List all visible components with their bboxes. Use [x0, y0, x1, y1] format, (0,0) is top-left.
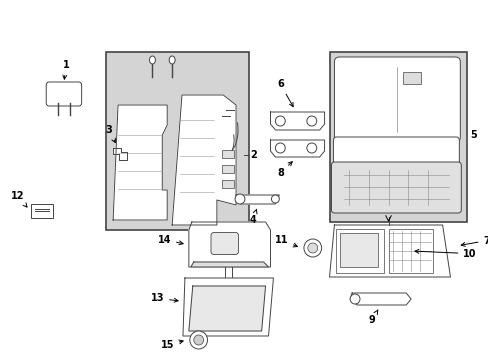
Text: 3: 3 [105, 125, 115, 143]
Polygon shape [113, 148, 126, 160]
Circle shape [275, 143, 285, 153]
Circle shape [271, 195, 279, 203]
Circle shape [275, 116, 285, 126]
FancyBboxPatch shape [46, 82, 81, 106]
Text: 9: 9 [367, 310, 377, 325]
Text: 13: 13 [150, 293, 178, 303]
Polygon shape [188, 286, 265, 331]
Text: 10: 10 [414, 249, 476, 258]
FancyBboxPatch shape [334, 57, 459, 142]
Circle shape [189, 331, 207, 349]
Polygon shape [349, 293, 410, 305]
Bar [222, 150, 234, 158]
FancyBboxPatch shape [333, 137, 458, 165]
Polygon shape [270, 112, 324, 130]
Ellipse shape [149, 56, 155, 64]
Circle shape [306, 143, 316, 153]
Polygon shape [270, 140, 324, 157]
Text: 8: 8 [276, 162, 292, 178]
Bar [31, 204, 53, 218]
Polygon shape [188, 222, 270, 267]
Bar [106, 52, 248, 230]
Polygon shape [190, 262, 268, 267]
Bar [340, 233, 377, 267]
Bar [222, 165, 234, 173]
Bar [329, 52, 466, 222]
Bar [388, 229, 432, 273]
FancyBboxPatch shape [210, 233, 238, 255]
Bar [222, 180, 234, 188]
Polygon shape [236, 195, 279, 204]
Circle shape [235, 194, 244, 204]
Circle shape [306, 116, 316, 126]
Text: 7: 7 [460, 235, 488, 246]
Circle shape [349, 294, 359, 304]
Polygon shape [113, 105, 167, 220]
Polygon shape [329, 225, 449, 277]
Text: 14: 14 [157, 234, 183, 245]
Bar [336, 229, 383, 273]
Text: 15: 15 [160, 340, 183, 350]
FancyBboxPatch shape [331, 162, 460, 213]
Text: 2: 2 [250, 150, 257, 160]
Text: 1: 1 [62, 60, 69, 79]
Circle shape [307, 243, 317, 253]
Bar [402, 72, 420, 84]
Polygon shape [172, 95, 236, 225]
Text: 11: 11 [274, 235, 297, 247]
Text: 5: 5 [470, 130, 476, 140]
Ellipse shape [169, 56, 175, 64]
Text: 12: 12 [11, 191, 27, 207]
Polygon shape [183, 278, 273, 336]
Circle shape [304, 239, 321, 257]
Circle shape [193, 335, 203, 345]
Text: 6: 6 [276, 79, 293, 107]
Text: 4: 4 [249, 210, 256, 225]
